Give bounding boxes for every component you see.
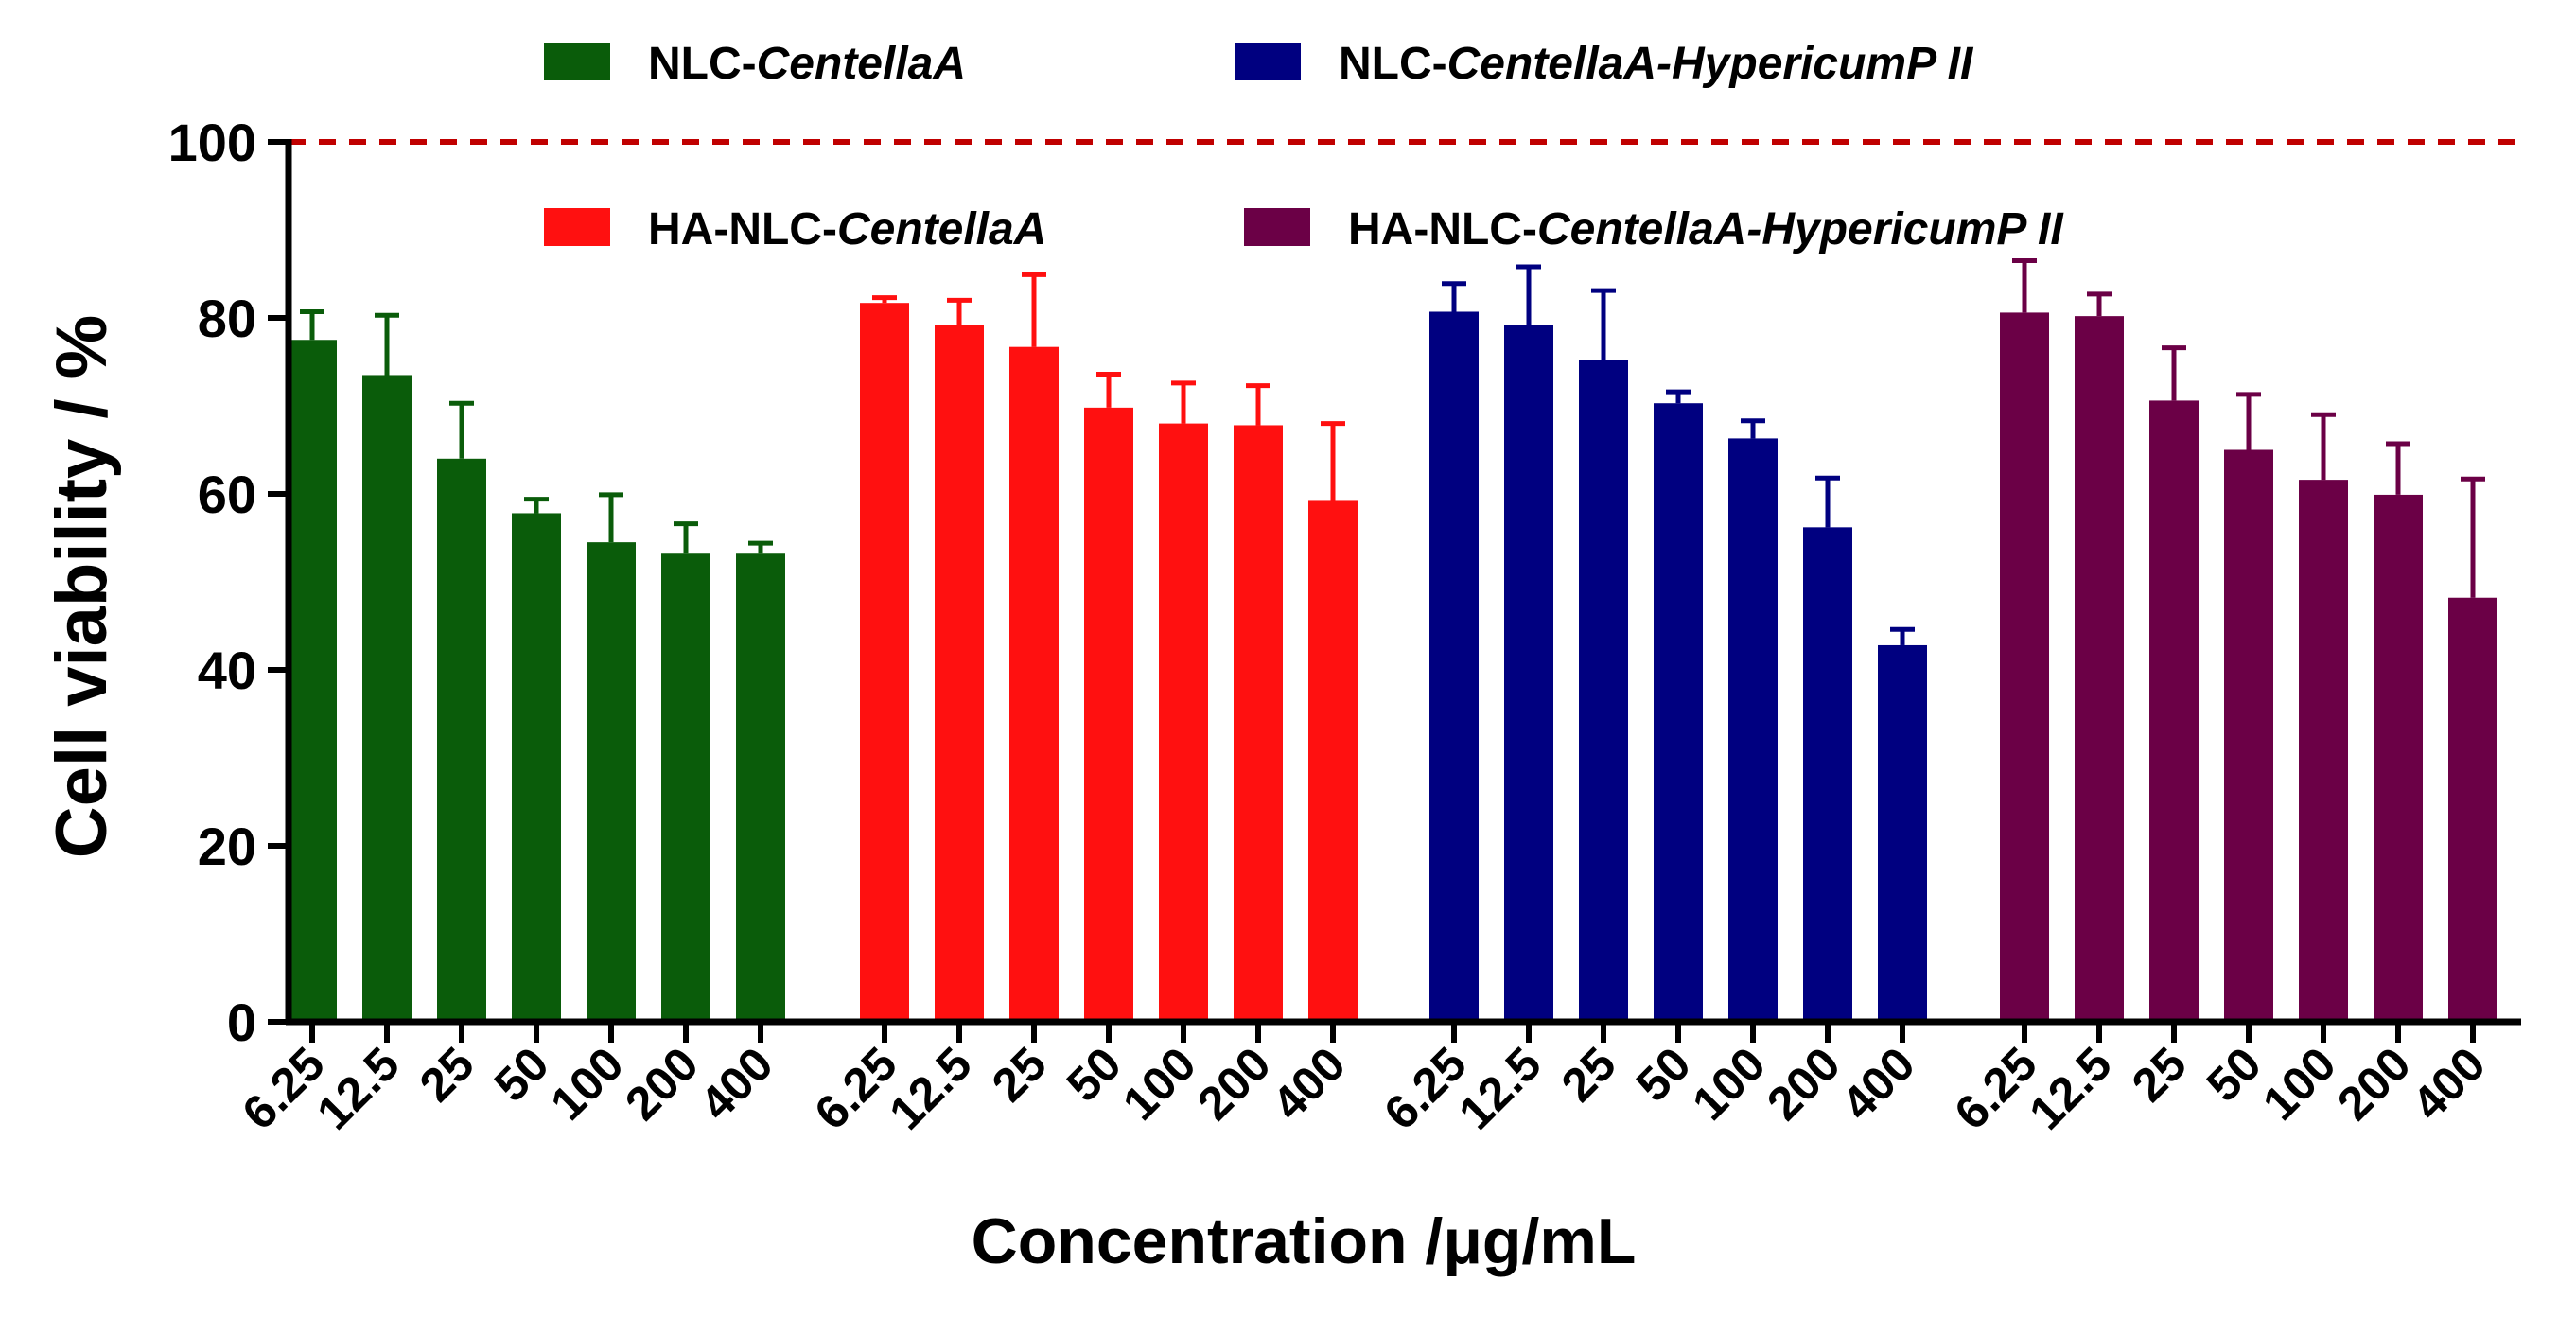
bar-4-25	[2149, 400, 2199, 1022]
legend-label-4: HA-NLC-CentellaA-HypericumP II	[1348, 204, 2064, 255]
x-tick-label-3-100: 100	[1682, 1037, 1776, 1131]
x-tick-label-4-400: 400	[2402, 1037, 2496, 1131]
bar-4-6.25	[2000, 312, 2049, 1022]
x-tick-label-2-100: 100	[1113, 1037, 1206, 1131]
bar-1-12.5	[362, 375, 412, 1022]
x-tick-label-2-400: 400	[1262, 1037, 1356, 1131]
bar-2-25	[1009, 346, 1059, 1022]
bar-1-400	[736, 553, 785, 1022]
y-axis: 0 20 40 60 80 100	[168, 113, 292, 1052]
x-tick-label-2-6.25: 6.25	[804, 1037, 906, 1139]
bar-2-100	[1159, 423, 1208, 1023]
y-tick-label-100: 100	[168, 113, 256, 172]
bar-2-200	[1234, 425, 1283, 1023]
y-tick-label-40: 40	[198, 641, 256, 700]
x-tick-label-4-25: 25	[2122, 1037, 2197, 1112]
bar-2-400	[1308, 500, 1358, 1022]
bar-1-25	[437, 458, 486, 1022]
bar-4-100	[2299, 480, 2348, 1022]
x-tick-label-2-200: 200	[1187, 1037, 1281, 1131]
x-tick-label-4-12.5: 12.5	[2019, 1037, 2121, 1139]
x-tick-label-1-12.5: 12.5	[307, 1037, 409, 1139]
y-tick-label-0: 0	[227, 992, 256, 1052]
x-tick-label-4-100: 100	[2252, 1037, 2346, 1131]
y-axis-title: Cell viability / %	[42, 315, 122, 858]
x-tick-label-4-6.25: 6.25	[1944, 1037, 2046, 1139]
bar-1-50	[512, 513, 561, 1022]
bar-4-400	[2448, 597, 2497, 1022]
x-tick-label-3-12.5: 12.5	[1448, 1037, 1551, 1139]
bar-2-6.25	[860, 303, 909, 1022]
x-tick-label-1-100: 100	[540, 1037, 634, 1131]
y-tick-label-20: 20	[198, 817, 256, 876]
y-tick-label-80: 80	[198, 289, 256, 348]
x-tick-label-3-6.25: 6.25	[1374, 1037, 1476, 1139]
bar-4-50	[2224, 449, 2273, 1022]
bar-4-12.5	[2075, 316, 2124, 1022]
x-tick-label-4-200: 200	[2327, 1037, 2421, 1131]
y-tick-label-60: 60	[198, 465, 256, 524]
bar-1-200	[661, 553, 710, 1022]
legend: NLC-CentellaA NLC-CentellaA-HypericumP II…	[544, 39, 2064, 255]
x-tick-label-3-200: 200	[1757, 1037, 1850, 1131]
bar-1-100	[587, 542, 636, 1022]
x-axis-title: Concentration /μg/mL	[972, 1205, 1637, 1277]
x-tick-label-3-400: 400	[1831, 1037, 1925, 1131]
bar-4-200	[2374, 494, 2423, 1022]
bar-3-200	[1803, 527, 1852, 1022]
bar-3-400	[1878, 644, 1927, 1022]
bar-3-12.5	[1504, 325, 1553, 1022]
bar-1-6.25	[288, 340, 337, 1022]
x-tick-label-3-25: 25	[1551, 1037, 1626, 1112]
error-bars-group	[300, 258, 2485, 645]
x-tick-label-1-200: 200	[615, 1037, 709, 1131]
bar-3-25	[1579, 360, 1628, 1022]
legend-swatch-1	[544, 43, 610, 80]
legend-swatch-2	[544, 208, 610, 246]
bar-2-50	[1084, 407, 1133, 1022]
x-tick-label-1-25: 25	[410, 1037, 484, 1112]
legend-swatch-4	[1244, 208, 1310, 246]
bar-3-50	[1654, 403, 1703, 1023]
legend-label-1: NLC-CentellaA	[648, 39, 966, 89]
x-tick-label-2-25: 25	[982, 1037, 1057, 1112]
legend-swatch-3	[1235, 43, 1301, 80]
legend-label-3: NLC-CentellaA-HypericumP II	[1339, 39, 1974, 89]
x-tick-label-2-12.5: 12.5	[879, 1037, 981, 1139]
legend-label-2: HA-NLC-CentellaA	[648, 204, 1046, 255]
x-tick-label-1-6.25: 6.25	[232, 1037, 334, 1139]
bar-2-12.5	[935, 325, 984, 1022]
bar-3-6.25	[1429, 311, 1479, 1022]
bars-group	[288, 303, 2497, 1023]
x-tick-label-1-400: 400	[690, 1037, 783, 1131]
bar-3-100	[1728, 438, 1778, 1022]
